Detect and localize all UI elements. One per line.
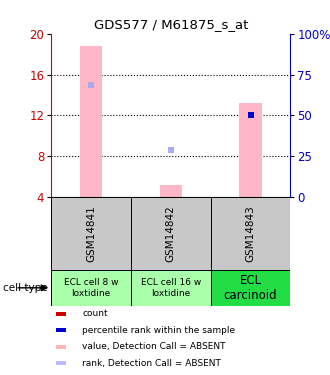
Text: value, Detection Call = ABSENT: value, Detection Call = ABSENT	[82, 342, 226, 351]
Text: GSM14842: GSM14842	[166, 205, 176, 262]
Bar	[56, 345, 66, 349]
Text: ECL cell 16 w
loxtidine: ECL cell 16 w loxtidine	[141, 278, 201, 297]
Text: GSM14843: GSM14843	[246, 205, 255, 262]
Bar	[56, 328, 66, 332]
Bar	[131, 197, 211, 270]
Bar	[239, 103, 262, 197]
Bar	[131, 270, 211, 306]
Bar	[51, 197, 131, 270]
Bar	[160, 184, 182, 197]
Bar	[211, 270, 290, 306]
Bar	[51, 270, 131, 306]
Bar	[56, 312, 66, 316]
Bar	[80, 46, 102, 197]
Text: rank, Detection Call = ABSENT: rank, Detection Call = ABSENT	[82, 358, 221, 368]
Title: GDS577 / M61875_s_at: GDS577 / M61875_s_at	[94, 18, 248, 31]
Bar	[211, 197, 290, 270]
Text: count: count	[82, 309, 108, 318]
Text: cell type: cell type	[3, 283, 48, 293]
Text: percentile rank within the sample: percentile rank within the sample	[82, 326, 235, 335]
Bar	[56, 361, 66, 365]
Text: ECL
carcinoid: ECL carcinoid	[224, 274, 277, 302]
Text: GSM14841: GSM14841	[86, 205, 96, 262]
Text: ECL cell 8 w
loxtidine: ECL cell 8 w loxtidine	[64, 278, 118, 297]
